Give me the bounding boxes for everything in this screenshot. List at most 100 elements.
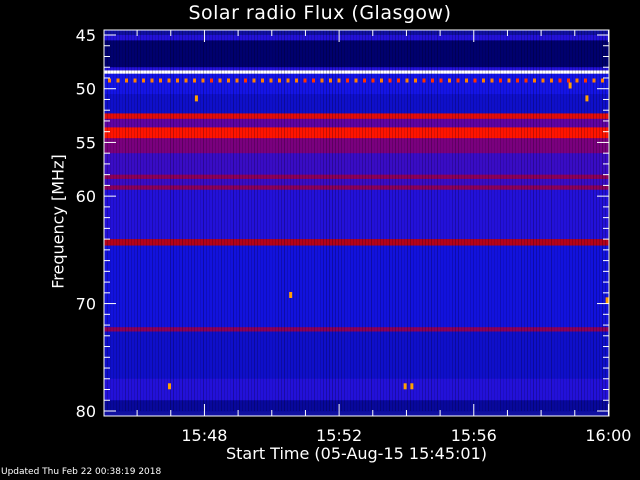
stripe [530, 30, 531, 411]
x-tick-label: 15:52 [316, 426, 362, 445]
frequency-band [104, 113, 609, 120]
burst-dot [584, 78, 587, 83]
stripe [206, 30, 207, 411]
stripe [389, 30, 390, 411]
frequency-band [104, 378, 609, 401]
stripe [425, 30, 426, 411]
stripe [359, 30, 360, 411]
stripe [434, 30, 435, 411]
burst-dot [397, 78, 400, 83]
frequency-band [104, 331, 609, 380]
stripe [302, 30, 303, 411]
frequency-band [104, 400, 609, 412]
stripe [284, 30, 285, 411]
stripe [542, 30, 543, 411]
stripe [545, 30, 546, 411]
stripe [344, 30, 345, 411]
burst-dot [533, 78, 536, 83]
frequency-band [104, 67, 609, 71]
stripe [182, 30, 183, 411]
y-tick-label: 80 [76, 402, 96, 421]
burst-dot [541, 78, 545, 83]
burst-dot [312, 78, 315, 83]
stripe [443, 30, 444, 411]
stripe [512, 30, 513, 411]
stripe [161, 30, 162, 411]
stripe [254, 30, 255, 411]
stripe [407, 30, 408, 411]
burst-dot [507, 78, 511, 83]
burst-dot [524, 78, 528, 83]
stripe [200, 30, 201, 411]
stripe [449, 30, 450, 411]
stripe [587, 30, 588, 411]
burst-dot [210, 78, 213, 83]
stripe [422, 30, 423, 411]
burst-dot [592, 78, 596, 83]
stripe [140, 30, 141, 411]
burst-dot [550, 78, 553, 83]
frequency-band [104, 327, 609, 333]
burst-dot [218, 78, 222, 83]
stripe [410, 30, 411, 411]
stripe [536, 30, 537, 411]
burst-dot [286, 78, 290, 83]
stripe [548, 30, 549, 411]
burst-dot [456, 78, 460, 83]
stripe [374, 30, 375, 411]
burst-dot [193, 78, 196, 83]
y-tick-label: 50 [76, 80, 96, 99]
frequency-band [104, 94, 609, 114]
chart-title: Solar radio Flux (Glasgow) [188, 2, 452, 24]
stripe [311, 30, 312, 411]
stripe [239, 30, 240, 411]
stripe [506, 30, 507, 411]
stripe [185, 30, 186, 411]
burst-dot [431, 78, 434, 83]
plot-frame [103, 29, 610, 417]
burst-dot [261, 78, 264, 83]
stripe [245, 30, 246, 411]
burst-mark [167, 383, 171, 390]
burst-dot [184, 78, 188, 83]
burst-mark [403, 383, 407, 390]
stripe [398, 30, 399, 411]
stripe [368, 30, 369, 411]
stripe [539, 30, 540, 411]
stripe [569, 30, 570, 411]
stripe [446, 30, 447, 411]
burst-dot [235, 78, 239, 83]
stripe [575, 30, 576, 411]
x-tick-label: 16:00 [585, 426, 631, 445]
burst-dot [448, 78, 451, 83]
stripe [212, 30, 213, 411]
burst-dot [269, 78, 273, 83]
stripe [377, 30, 378, 411]
stripe [257, 30, 258, 411]
stripe [365, 30, 366, 411]
burst-dot [116, 78, 120, 83]
stripe [521, 30, 522, 411]
stripe [299, 30, 300, 411]
stripe [305, 30, 306, 411]
y-tick-label: 70 [76, 295, 96, 314]
burst-dot [473, 78, 477, 83]
stripe [233, 30, 234, 411]
stripe [440, 30, 441, 411]
stripe [173, 30, 174, 411]
stripe [554, 30, 555, 411]
stripe [572, 30, 573, 411]
stripe [437, 30, 438, 411]
burst-dot [133, 78, 137, 83]
stripe [488, 30, 489, 411]
stripe [362, 30, 363, 411]
burst-dot [414, 78, 417, 83]
stripe [497, 30, 498, 411]
y-tick-label: 60 [76, 187, 96, 206]
stripe [329, 30, 330, 411]
stripe [386, 30, 387, 411]
frequency-band [104, 40, 609, 68]
stripe [527, 30, 528, 411]
y-tick-label: 55 [76, 133, 96, 152]
stripe [164, 30, 165, 411]
